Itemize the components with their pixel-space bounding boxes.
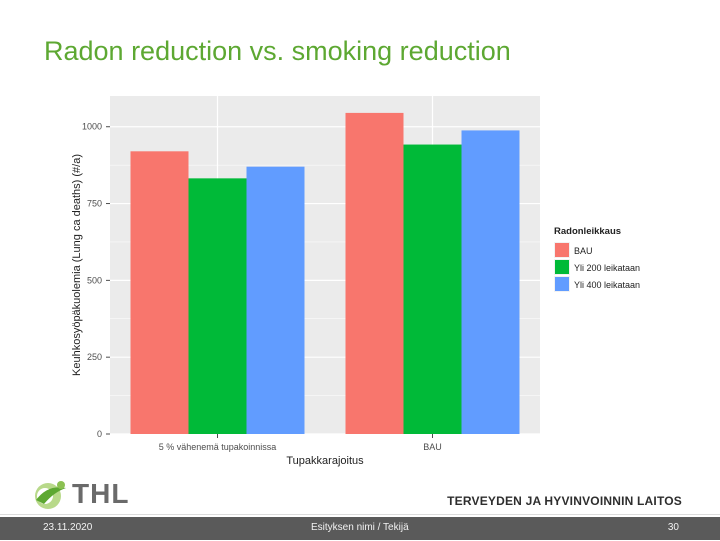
- organization-name: TERVEYDEN JA HYVINVOINNIN LAITOS: [447, 494, 682, 508]
- y-tick-label: 750: [87, 199, 102, 209]
- thl-logo: THL: [30, 474, 129, 514]
- y-tick-label: 250: [87, 352, 102, 362]
- y-tick-label: 1000: [82, 122, 102, 132]
- legend-key: [555, 277, 569, 291]
- bar: [461, 130, 520, 434]
- bar: [345, 112, 404, 435]
- legend-title: Radonleikkaus: [554, 226, 621, 237]
- thl-logo-icon: [35, 481, 66, 509]
- x-axis-title: Tupakkarajoitus: [286, 455, 364, 467]
- y-axis-title: Keuhkosyöpäkuolemia (Lung ca deaths) (#/…: [71, 154, 83, 376]
- y-tick-label: 500: [87, 275, 102, 285]
- legend-label: BAU: [574, 246, 593, 256]
- bar: [246, 166, 305, 434]
- bar: [130, 151, 189, 434]
- legend-key: [555, 243, 569, 257]
- bar-chart: 0 250 500 750 1000 5 % vähenemä tupakoinnissa…: [71, 96, 640, 467]
- x-tick-label: 5 % vähenemä tupakoinnissa: [159, 442, 277, 452]
- legend-key: [555, 260, 569, 274]
- x-tick-label: BAU: [423, 442, 442, 452]
- bar: [403, 144, 462, 435]
- slide-title: Radon reduction vs. smoking reduction: [44, 36, 511, 66]
- footer-bar: [0, 517, 720, 540]
- footer-presentation-info: Esityksen nimi / Tekijä: [311, 522, 409, 533]
- bar: [188, 178, 247, 434]
- legend-label: Yli 400 leikataan: [574, 280, 640, 290]
- legend-label: Yli 200 leikataan: [574, 263, 640, 273]
- logo-text: THL: [72, 478, 130, 509]
- footer-date: 23.11.2020: [43, 522, 93, 533]
- footer-page-number: 30: [667, 522, 679, 533]
- y-tick-label: 0: [97, 429, 102, 439]
